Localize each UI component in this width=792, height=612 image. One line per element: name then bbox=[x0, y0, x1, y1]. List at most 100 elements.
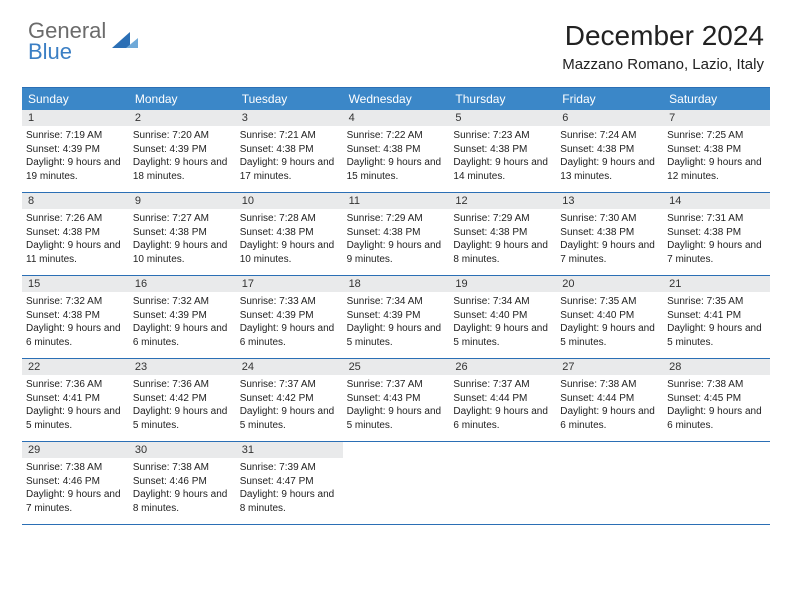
day-header: Thursday bbox=[449, 88, 556, 110]
day-number: 3 bbox=[236, 110, 343, 126]
day-header: Wednesday bbox=[343, 88, 450, 110]
sunset-line: Sunset: 4:38 PM bbox=[26, 309, 125, 323]
daylight-line: Daylight: 9 hours and 7 minutes. bbox=[667, 239, 766, 266]
sunset-line: Sunset: 4:40 PM bbox=[453, 309, 552, 323]
daylight-line: Daylight: 9 hours and 6 minutes. bbox=[26, 322, 125, 349]
day-cell bbox=[663, 442, 770, 524]
sunset-line: Sunset: 4:38 PM bbox=[453, 226, 552, 240]
day-number: 1 bbox=[22, 110, 129, 126]
day-cell: 7Sunrise: 7:25 AMSunset: 4:38 PMDaylight… bbox=[663, 110, 770, 192]
day-header: Sunday bbox=[22, 88, 129, 110]
sunset-line: Sunset: 4:46 PM bbox=[26, 475, 125, 489]
day-header-row: SundayMondayTuesdayWednesdayThursdayFrid… bbox=[22, 88, 770, 110]
day-number: 30 bbox=[129, 442, 236, 458]
sunset-line: Sunset: 4:39 PM bbox=[133, 309, 232, 323]
sunset-line: Sunset: 4:38 PM bbox=[133, 226, 232, 240]
sunrise-line: Sunrise: 7:25 AM bbox=[667, 129, 766, 143]
daylight-line: Daylight: 9 hours and 7 minutes. bbox=[26, 488, 125, 515]
day-cell: 10Sunrise: 7:28 AMSunset: 4:38 PMDayligh… bbox=[236, 193, 343, 275]
day-number: 28 bbox=[663, 359, 770, 375]
day-number: 16 bbox=[129, 276, 236, 292]
daylight-line: Daylight: 9 hours and 5 minutes. bbox=[240, 405, 339, 432]
day-number: 6 bbox=[556, 110, 663, 126]
day-number: 19 bbox=[449, 276, 556, 292]
daylight-line: Daylight: 9 hours and 12 minutes. bbox=[667, 156, 766, 183]
day-cell: 19Sunrise: 7:34 AMSunset: 4:40 PMDayligh… bbox=[449, 276, 556, 358]
daylight-line: Daylight: 9 hours and 10 minutes. bbox=[133, 239, 232, 266]
sunset-line: Sunset: 4:39 PM bbox=[26, 143, 125, 157]
day-cell: 13Sunrise: 7:30 AMSunset: 4:38 PMDayligh… bbox=[556, 193, 663, 275]
week-row: 22Sunrise: 7:36 AMSunset: 4:41 PMDayligh… bbox=[22, 359, 770, 442]
sunrise-line: Sunrise: 7:38 AM bbox=[560, 378, 659, 392]
sunrise-line: Sunrise: 7:35 AM bbox=[667, 295, 766, 309]
sunrise-line: Sunrise: 7:29 AM bbox=[347, 212, 446, 226]
day-header: Monday bbox=[129, 88, 236, 110]
sunset-line: Sunset: 4:41 PM bbox=[26, 392, 125, 406]
calendar: SundayMondayTuesdayWednesdayThursdayFrid… bbox=[22, 87, 770, 525]
day-cell: 15 Sunrise: 7:32 AMSunset: 4:38 PMDayligh… bbox=[22, 276, 129, 358]
day-cell: 23Sunrise: 7:36 AMSunset: 4:42 PMDayligh… bbox=[129, 359, 236, 441]
day-cell: 6Sunrise: 7:24 AMSunset: 4:38 PMDaylight… bbox=[556, 110, 663, 192]
day-header: Tuesday bbox=[236, 88, 343, 110]
day-number: 15 bbox=[22, 276, 129, 292]
daylight-line: Daylight: 9 hours and 9 minutes. bbox=[347, 239, 446, 266]
day-cell: 29Sunrise: 7:38 AMSunset: 4:46 PMDayligh… bbox=[22, 442, 129, 524]
sunset-line: Sunset: 4:38 PM bbox=[560, 226, 659, 240]
day-cell: 5Sunrise: 7:23 AMSunset: 4:38 PMDaylight… bbox=[449, 110, 556, 192]
day-number: 17 bbox=[236, 276, 343, 292]
day-cell bbox=[449, 442, 556, 524]
day-number: 4 bbox=[343, 110, 450, 126]
daylight-line: Daylight: 9 hours and 5 minutes. bbox=[667, 322, 766, 349]
day-number: 27 bbox=[556, 359, 663, 375]
sunrise-line: Sunrise: 7:29 AM bbox=[453, 212, 552, 226]
sunset-line: Sunset: 4:45 PM bbox=[667, 392, 766, 406]
day-number: 2 bbox=[129, 110, 236, 126]
sunset-line: Sunset: 4:41 PM bbox=[667, 309, 766, 323]
day-cell: 31Sunrise: 7:39 AMSunset: 4:47 PMDayligh… bbox=[236, 442, 343, 524]
day-cell bbox=[556, 442, 663, 524]
day-number: 10 bbox=[236, 193, 343, 209]
sunset-line: Sunset: 4:38 PM bbox=[667, 226, 766, 240]
day-cell: 27Sunrise: 7:38 AMSunset: 4:44 PMDayligh… bbox=[556, 359, 663, 441]
day-cell: 26Sunrise: 7:37 AMSunset: 4:44 PMDayligh… bbox=[449, 359, 556, 441]
daylight-line: Daylight: 9 hours and 6 minutes. bbox=[560, 405, 659, 432]
daylight-line: Daylight: 9 hours and 8 minutes. bbox=[240, 488, 339, 515]
daylight-line: Daylight: 9 hours and 15 minutes. bbox=[347, 156, 446, 183]
sunrise-line: Sunrise: 7:37 AM bbox=[240, 378, 339, 392]
day-cell: 8Sunrise: 7:26 AMSunset: 4:38 PMDaylight… bbox=[22, 193, 129, 275]
day-number: 25 bbox=[343, 359, 450, 375]
sunrise-line: Sunrise: 7:21 AM bbox=[240, 129, 339, 143]
logo: General Blue bbox=[28, 20, 138, 63]
day-number: 23 bbox=[129, 359, 236, 375]
daylight-line: Daylight: 9 hours and 5 minutes. bbox=[347, 322, 446, 349]
day-number: 21 bbox=[663, 276, 770, 292]
week-row: 29Sunrise: 7:38 AMSunset: 4:46 PMDayligh… bbox=[22, 442, 770, 525]
daylight-line: Daylight: 9 hours and 14 minutes. bbox=[453, 156, 552, 183]
day-header: Friday bbox=[556, 88, 663, 110]
sunrise-line: Sunrise: 7:38 AM bbox=[667, 378, 766, 392]
day-cell: 30Sunrise: 7:38 AMSunset: 4:46 PMDayligh… bbox=[129, 442, 236, 524]
sunrise-line: Sunrise: 7:22 AM bbox=[347, 129, 446, 143]
day-number: 7 bbox=[663, 110, 770, 126]
logo-text: General Blue bbox=[28, 20, 106, 63]
sunrise-line: Sunrise: 7:35 AM bbox=[560, 295, 659, 309]
day-number: 29 bbox=[22, 442, 129, 458]
day-number: 24 bbox=[236, 359, 343, 375]
sunrise-line: Sunrise: 7:39 AM bbox=[240, 461, 339, 475]
sunrise-line: Sunrise: 7:32 AM bbox=[26, 295, 125, 309]
day-header: Saturday bbox=[663, 88, 770, 110]
day-number: 14 bbox=[663, 193, 770, 209]
daylight-line: Daylight: 9 hours and 17 minutes. bbox=[240, 156, 339, 183]
sunset-line: Sunset: 4:38 PM bbox=[26, 226, 125, 240]
sunset-line: Sunset: 4:42 PM bbox=[240, 392, 339, 406]
sunrise-line: Sunrise: 7:23 AM bbox=[453, 129, 552, 143]
day-number: 26 bbox=[449, 359, 556, 375]
day-cell: 4Sunrise: 7:22 AMSunset: 4:38 PMDaylight… bbox=[343, 110, 450, 192]
day-cell: 18Sunrise: 7:34 AMSunset: 4:39 PMDayligh… bbox=[343, 276, 450, 358]
sunset-line: Sunset: 4:42 PM bbox=[133, 392, 232, 406]
daylight-line: Daylight: 9 hours and 6 minutes. bbox=[240, 322, 339, 349]
daylight-line: Daylight: 9 hours and 6 minutes. bbox=[453, 405, 552, 432]
day-cell: 28Sunrise: 7:38 AMSunset: 4:45 PMDayligh… bbox=[663, 359, 770, 441]
daylight-line: Daylight: 9 hours and 6 minutes. bbox=[133, 322, 232, 349]
daylight-line: Daylight: 9 hours and 5 minutes. bbox=[453, 322, 552, 349]
